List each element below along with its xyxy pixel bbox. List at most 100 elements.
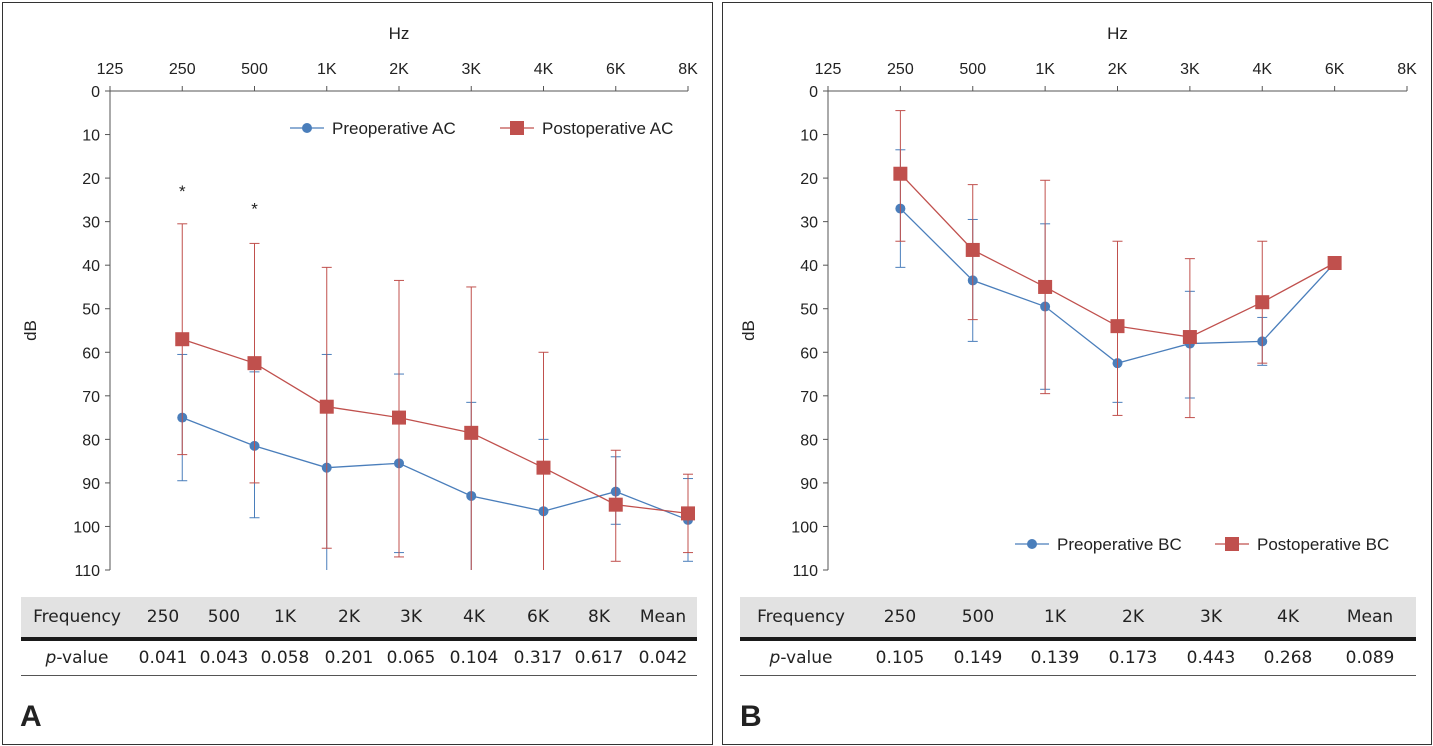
significance-mark: * <box>179 182 186 201</box>
x-tick-label: 3K <box>461 61 481 78</box>
x-tick-label: 4K <box>1252 61 1272 78</box>
table-header-row: Frequency 250 500 1K 2K 3K 4K Mean <box>740 597 1416 641</box>
chart-a: Hz 125 250 500 1K 2K 3K 4K 6K 8K 0 10 20 30 40 50 60 70 80… <box>21 24 698 580</box>
y-tick-label: 40 <box>82 258 100 275</box>
y-tick-label: 20 <box>800 171 818 188</box>
y-axis-title: dB <box>21 320 40 341</box>
y-tick-label: 40 <box>800 258 818 275</box>
x-tick-label: 6K <box>1325 61 1345 78</box>
table-header-cell: 1K <box>274 607 296 627</box>
chart-b: Hz 125 250 500 1K 2K 3K 4K 6K 8K 0 10 20 30 40 50 60 70 80… <box>739 24 1417 580</box>
y-tick-label: 100 <box>791 519 818 536</box>
y-tick-label: 50 <box>800 302 818 319</box>
series-line <box>182 416 689 521</box>
p-value-cell: 0.089 <box>1345 648 1395 668</box>
x-tick-label: 2K <box>1108 61 1128 78</box>
y-tick-label: 60 <box>800 345 818 362</box>
table-header-cell: 2K <box>1122 607 1144 627</box>
x-tick-label: 8K <box>1397 61 1417 78</box>
p-value-cell: 0.041 <box>138 648 188 668</box>
y-tick-label: 60 <box>82 345 100 362</box>
p-value-cell: 0.104 <box>449 648 499 668</box>
x-tick-label: 3K <box>1180 61 1200 78</box>
p-value-cell: 0.443 <box>1186 648 1236 668</box>
p-value-cell: 0.149 <box>953 648 1003 668</box>
x-tick-label: 250 <box>169 61 196 78</box>
p-value-cell: 0.317 <box>513 648 563 668</box>
y-tick-label: 30 <box>82 215 100 232</box>
y-tick-label: 70 <box>800 389 818 406</box>
table-header-cell: 3K <box>1200 607 1222 627</box>
y-tick-label: 0 <box>91 84 100 101</box>
x-axis-title: Hz <box>389 24 410 43</box>
legend-marker <box>1027 539 1037 549</box>
y-tick-label: 90 <box>82 476 100 493</box>
row-label-p-value: p-value <box>769 648 833 668</box>
data-point <box>1110 319 1125 334</box>
table-header-cell: 500 <box>207 607 241 627</box>
table-header-cell: 1K <box>1044 607 1066 627</box>
x-tick-label: 125 <box>815 61 842 78</box>
y-tick-label: 0 <box>809 84 818 101</box>
y-tick-label: 30 <box>800 215 818 232</box>
y-tick-label: 10 <box>82 128 100 145</box>
table-header-cell: Mean <box>639 607 687 627</box>
table-header-cell: 250 <box>883 607 917 627</box>
table-header-cell: 250 <box>146 607 180 627</box>
y-axis-title: dB <box>739 320 758 341</box>
y-tick-label: 100 <box>73 519 100 536</box>
data-point <box>965 242 980 257</box>
x-tick-label: 6K <box>606 61 626 78</box>
data-point <box>1182 330 1197 345</box>
p-value-cell: 0.617 <box>574 648 624 668</box>
panel-b: Hz 125 250 500 1K 2K 3K 4K 6K 8K 0 10 20 30 40 50 60 70 80… <box>722 2 1432 745</box>
data-point <box>175 332 190 347</box>
x-tick-label: 2K <box>389 61 409 78</box>
panel-label-b: B <box>740 700 762 733</box>
p-value-cell: 0.268 <box>1263 648 1313 668</box>
data-point <box>319 399 334 414</box>
y-tick-label: 90 <box>800 476 818 493</box>
x-tick-label: 250 <box>887 61 914 78</box>
significance-mark: * <box>251 199 258 218</box>
p-value-table-a: Frequency 250 500 1K 2K 3K 4K 6K 8K Mean p-value 0.… <box>21 597 697 677</box>
table-value-row: p-value 0.105 0.149 0.139 0.173 0.443 0.268 0.0… <box>740 641 1416 676</box>
y-tick-label: 110 <box>74 563 100 580</box>
table-header-cell: 2K <box>338 607 360 627</box>
p-value-cell: 0.139 <box>1030 648 1080 668</box>
y-tick-label: 110 <box>792 563 818 580</box>
x-tick-label: 1K <box>1035 61 1055 78</box>
legend-entry: Postoperative BC <box>1257 535 1389 554</box>
legend-marker <box>1225 537 1239 551</box>
data-point <box>392 410 406 425</box>
p-value-cell: 0.058 <box>260 648 310 668</box>
legend-marker <box>510 121 524 135</box>
data-point <box>681 506 695 521</box>
x-tick-label: 4K <box>534 61 554 78</box>
y-tick-label: 10 <box>800 128 818 145</box>
panel-label-a: A <box>20 700 42 733</box>
row-label-p-value: p-value <box>45 648 109 668</box>
p-value-cell: 0.201 <box>324 648 374 668</box>
panel-a: Hz 125 250 500 1K 2K 3K 4K 6K 8K 0 10 20 30 40 50 60 70 80… <box>2 2 713 745</box>
p-value-table-b: Frequency 250 500 1K 2K 3K 4K Mean p-value 0.105 0… <box>740 597 1416 677</box>
x-tick-label: 8K <box>678 61 698 78</box>
table-value-row: p-value 0.041 0.043 0.058 0.201 0.065 0.104 0.3… <box>21 641 697 676</box>
table-header-cell: 6K <box>527 607 549 627</box>
table-header-cell: 8K <box>588 607 610 627</box>
x-tick-label: 1K <box>317 61 337 78</box>
p-value-cell: 0.105 <box>875 648 925 668</box>
legend-entry: Preoperative BC <box>1057 535 1182 554</box>
y-tick-label: 20 <box>82 171 100 188</box>
p-value-cell: 0.042 <box>638 648 688 668</box>
table-header-cell: Frequency <box>757 607 845 627</box>
p-value-cell: 0.043 <box>199 648 249 668</box>
x-tick-label: 125 <box>97 61 124 78</box>
x-tick-label: 500 <box>959 61 986 78</box>
legend-entry: Postoperative AC <box>542 119 673 138</box>
table-header-cell: 4K <box>1277 607 1299 627</box>
table-header-cell: 3K <box>400 607 422 627</box>
data-point <box>464 425 479 440</box>
table-header-cell: 4K <box>463 607 485 627</box>
y-tick-label: 80 <box>82 432 100 449</box>
